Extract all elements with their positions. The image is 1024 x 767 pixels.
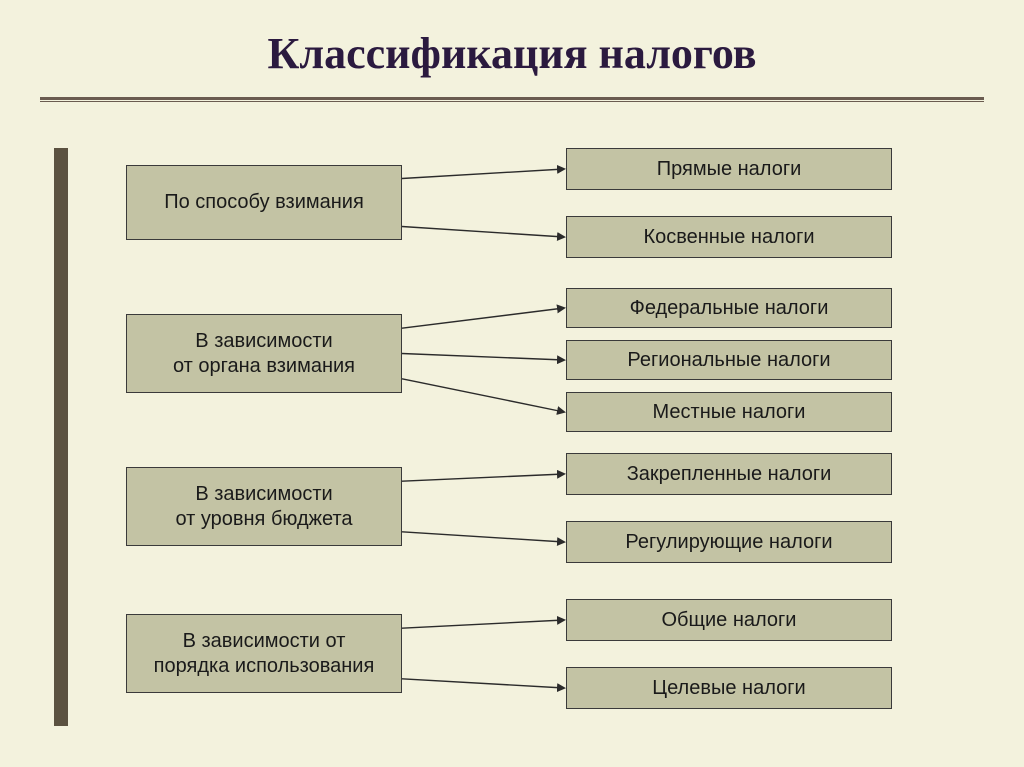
source-box-3: В зависимостиот уровня бюджета (126, 467, 402, 546)
target-box-3-2: Регулирующие налоги (566, 521, 892, 563)
left-vertical-bar (54, 148, 68, 726)
source-box-2: В зависимостиот органа взимания (126, 314, 402, 393)
title-divider-thick (40, 97, 984, 100)
target-box-4-2: Целевые налоги (566, 667, 892, 709)
title-divider-thin (40, 101, 984, 102)
source-box-4: В зависимости отпорядка использования (126, 614, 402, 693)
source-box-1: По способу взимания (126, 165, 402, 240)
target-box-1-2: Косвенные налоги (566, 216, 892, 258)
target-box-2-2: Региональные налоги (566, 340, 892, 380)
target-box-3-1: Закрепленные налоги (566, 453, 892, 495)
target-box-2-3: Местные налоги (566, 392, 892, 432)
target-box-1-1: Прямые налоги (566, 148, 892, 190)
page-title: Классификация налогов (0, 28, 1024, 79)
target-box-4-1: Общие налоги (566, 599, 892, 641)
target-box-2-1: Федеральные налоги (566, 288, 892, 328)
